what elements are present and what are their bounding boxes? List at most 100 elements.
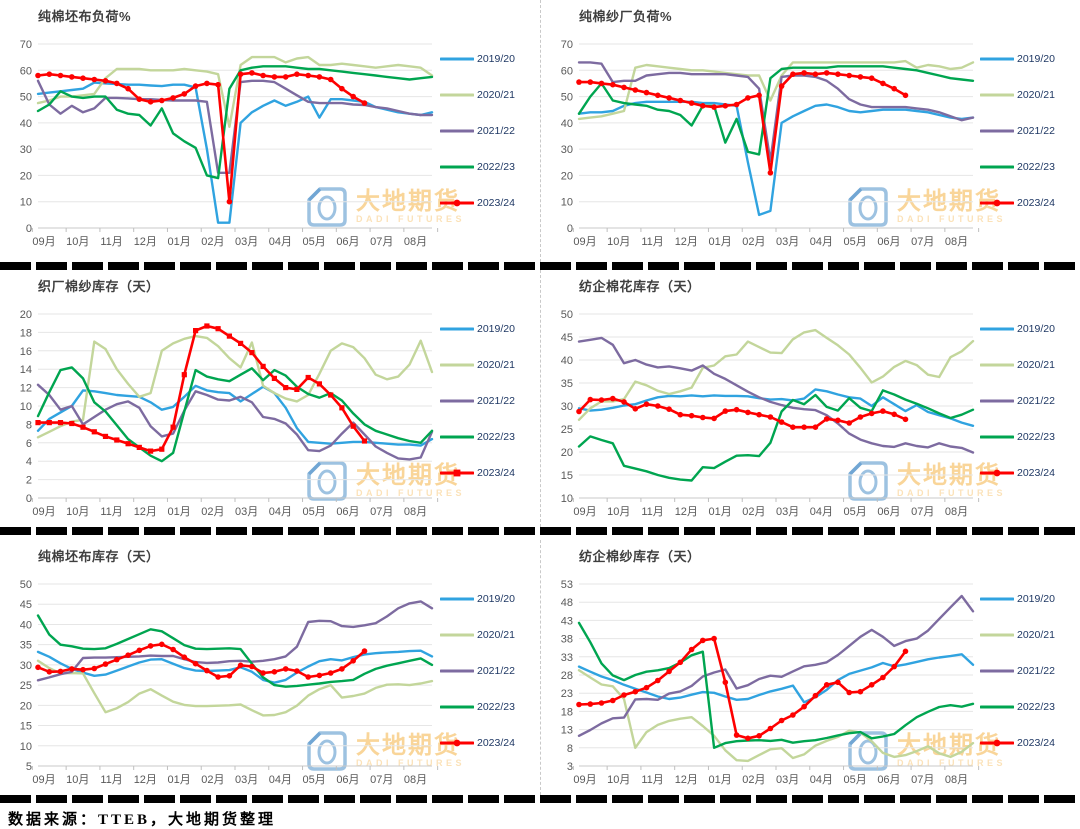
x-axis-month-label: 09月: [573, 774, 596, 786]
y-axis-tick-label: 25: [561, 424, 573, 436]
x-axis-month-label: 06月: [336, 236, 359, 248]
series-marker: [643, 89, 650, 96]
series-marker: [305, 674, 312, 680]
series-marker: [767, 725, 774, 732]
series-marker: [587, 396, 594, 403]
series-marker: [576, 408, 582, 415]
x-axis-month-label: 11月: [100, 774, 122, 786]
y-axis-tick-label: 70: [20, 39, 32, 51]
legend-item-2020-21: 2020/21: [980, 628, 1055, 642]
series-marker: [700, 414, 706, 421]
x-axis-month-label: 04月: [810, 506, 833, 518]
x-axis-month-label: 09月: [573, 506, 596, 518]
y-axis-tick-label: 50: [20, 579, 32, 591]
y-axis-tick-label: 48: [561, 597, 573, 609]
series-marker: [688, 646, 695, 653]
x-axis-month-label: 08月: [945, 774, 968, 786]
series-marker: [643, 401, 650, 407]
series-line-2023-24: [577, 397, 907, 429]
series-marker: [294, 71, 300, 77]
x-axis-month-label: 12月: [134, 236, 157, 248]
series-marker: [868, 682, 875, 688]
legend-item-2023-24: 2023/24: [980, 736, 1055, 750]
x-axis-month-label: 07月: [911, 506, 934, 518]
x-axis-month-label: 09月: [32, 506, 55, 518]
series-marker: [598, 397, 605, 403]
series-marker: [114, 437, 120, 443]
series-line-2020-21: [577, 59, 975, 121]
legend-line-sample: [980, 129, 1014, 133]
series-marker: [778, 83, 785, 89]
x-axis-month-label: 03月: [776, 506, 799, 518]
y-axis-tick-label: 20: [561, 447, 573, 459]
series-line-2020-21: [577, 328, 975, 422]
y-axis-tick-label: 60: [20, 65, 32, 77]
series-marker: [891, 85, 897, 92]
legend-label: 2022/23: [1017, 701, 1055, 713]
legend-label: 2022/23: [1017, 161, 1055, 173]
legend-label: 2020/21: [1017, 359, 1055, 371]
chart-legend: 2019/20 2020/21 2021/22 2022/23 2023/24: [980, 540, 1076, 795]
series-marker: [835, 71, 841, 77]
series-marker: [327, 76, 334, 83]
series-marker: [632, 87, 639, 93]
series-line-2023-24: [577, 637, 907, 740]
series-marker: [204, 323, 210, 329]
series-marker: [677, 97, 684, 104]
series-marker: [688, 100, 695, 106]
x-axis-month-label: 05月: [303, 506, 326, 518]
series-marker: [745, 409, 751, 416]
series-marker: [316, 381, 322, 387]
x-axis-month-label: 10月: [607, 774, 630, 786]
series-marker: [733, 406, 740, 413]
series-marker: [733, 101, 740, 108]
series-marker: [857, 414, 864, 420]
legend-label: 2023/24: [477, 197, 515, 209]
series-marker: [136, 444, 142, 450]
x-axis-month-label: 11月: [641, 506, 663, 518]
series-marker: [711, 635, 717, 642]
series-marker: [576, 79, 582, 85]
series-marker: [610, 81, 616, 88]
y-axis-tick-label: 30: [20, 144, 32, 156]
x-axis-month-label: 03月: [235, 506, 258, 518]
legend-item-2021-22: 2021/22: [440, 394, 515, 408]
series-marker: [361, 648, 368, 654]
y-axis-tick-label: 8: [567, 743, 573, 755]
series-marker: [46, 669, 53, 675]
series-marker: [237, 71, 244, 77]
series-marker: [790, 71, 796, 77]
legend-line-sample: [980, 199, 1014, 207]
series-marker: [891, 663, 897, 670]
x-axis-month-label: 10月: [66, 236, 89, 248]
x-axis-month-label: 01月: [708, 506, 731, 518]
legend-line-sample: [440, 165, 474, 169]
series-marker: [215, 326, 221, 332]
series-line-2023-24: [36, 71, 366, 203]
series-marker: [102, 78, 109, 84]
legend-label: 2021/22: [1017, 395, 1055, 407]
series-marker: [125, 441, 131, 447]
series-marker: [46, 71, 53, 77]
chart-legend: 2019/20 2020/21 2021/22 2022/23 2023/24: [440, 270, 536, 527]
y-axis-tick-label: 10: [20, 197, 32, 209]
legend-label: 2022/23: [477, 161, 515, 173]
y-axis-tick-label: 18: [20, 327, 32, 339]
legend-label: 2022/23: [477, 431, 515, 443]
series-marker: [125, 652, 131, 658]
legend-line-sample: [980, 165, 1014, 169]
chart-row: 纯棉坯布库存（天） 5 10 15 20 25 30 35 40 45 50 09月 10月 11月 12…: [0, 540, 1080, 795]
series-line-2020-21: [577, 669, 975, 763]
chart-legend: 2019/20 2020/21 2021/22 2022/23 2023/24: [440, 0, 536, 262]
series-marker: [215, 81, 221, 88]
series-line-2022-23: [36, 366, 434, 463]
series-marker: [159, 97, 165, 104]
x-axis-month-label: 01月: [167, 236, 190, 248]
series-marker: [880, 674, 886, 681]
series-line-2022-23: [36, 614, 434, 688]
chart-row: 织厂棉纱库存（天） 0 2 4 6 8 10 12 14 16 18 20 09月 10月 11月 12月 0…: [0, 270, 1080, 527]
y-axis-tick-label: 0: [26, 493, 32, 505]
series-marker: [35, 72, 41, 79]
x-axis-month-label: 01月: [708, 774, 731, 786]
